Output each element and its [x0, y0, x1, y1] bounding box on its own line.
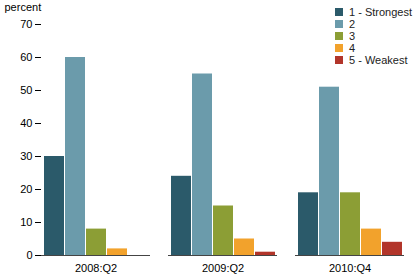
svg-text:10: 10 [20, 216, 32, 228]
svg-text:70: 70 [20, 18, 32, 30]
svg-text:20: 20 [20, 183, 32, 195]
html-text:1 - Strongest: 1 - Strongest [349, 6, 412, 18]
html-text:5 - Weakest: 5 - Weakest [349, 54, 408, 66]
svg-text:percent: percent [5, 1, 42, 13]
svg-text:30: 30 [20, 150, 32, 162]
svg-text:60: 60 [20, 51, 32, 63]
svg-text:2009:Q2: 2009:Q2 [202, 262, 244, 274]
svg-text:0: 0 [26, 249, 32, 261]
html-text:4: 4 [349, 42, 356, 54]
svg-text:2010:Q4: 2010:Q4 [329, 262, 371, 274]
svg-text:2008:Q2: 2008:Q2 [75, 262, 117, 274]
svg-text:40: 40 [20, 117, 32, 129]
html-text:3: 3 [349, 30, 356, 42]
svg-text:50: 50 [20, 84, 32, 96]
html-text:2: 2 [349, 18, 356, 30]
